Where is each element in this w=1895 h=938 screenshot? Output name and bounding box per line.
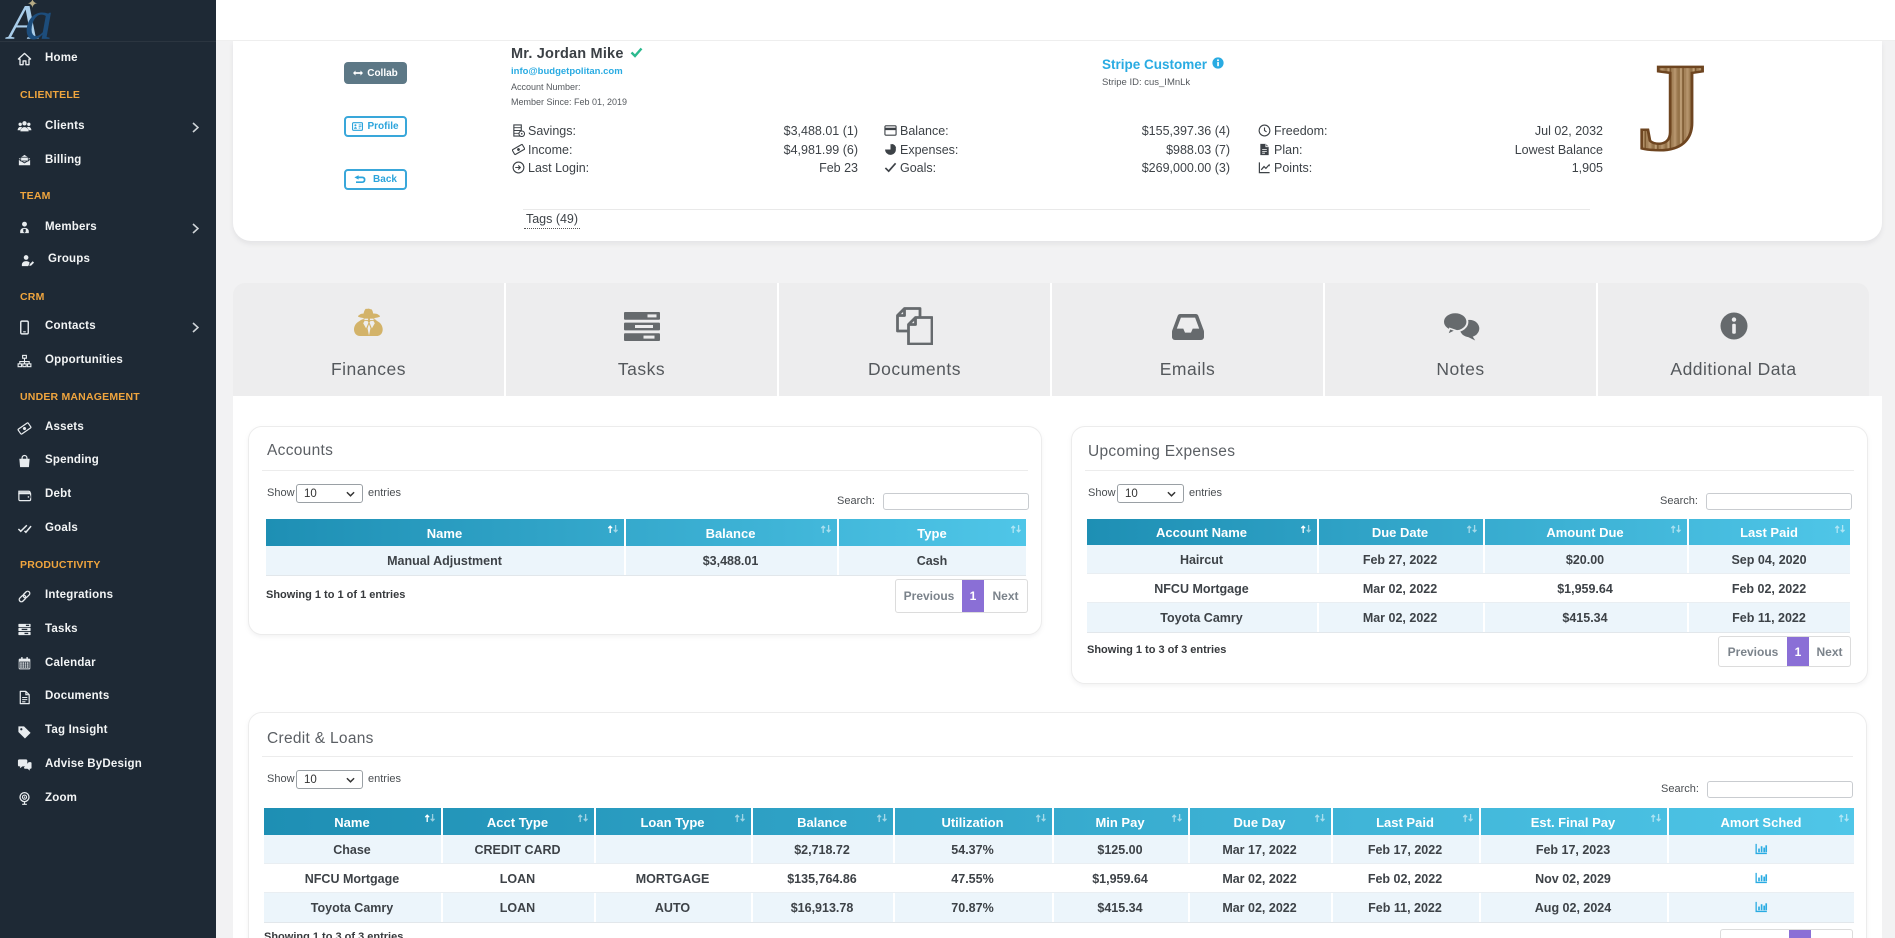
svg-text:J: J [1635,65,1706,152]
